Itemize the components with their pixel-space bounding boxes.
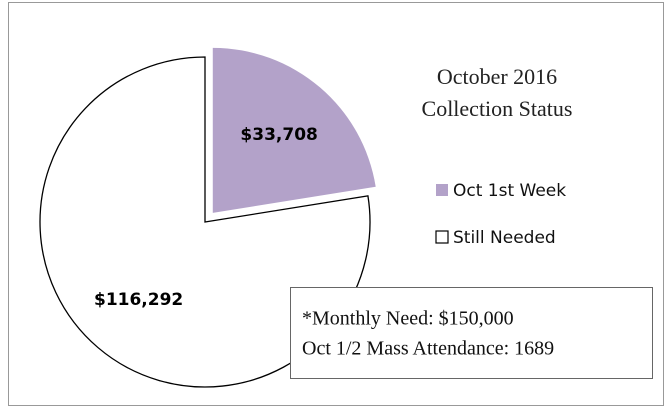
legend-label: Still Needed xyxy=(453,228,556,248)
annotation: Oct 1/2 Mass Attendance: 1689 xyxy=(302,338,554,360)
legend-swatch xyxy=(436,184,448,196)
chart-title: Collection Status xyxy=(422,96,573,121)
chart-title: October 2016 xyxy=(437,64,557,89)
legend-swatch xyxy=(435,230,449,244)
data-label: $116,292 xyxy=(94,290,183,310)
data-label: $33,708 xyxy=(240,125,317,145)
annotation-box xyxy=(290,287,653,379)
annotation: *Monthly Need: $150,000 xyxy=(302,308,514,330)
pie-slice xyxy=(212,47,376,213)
legend-label: Oct 1st Week xyxy=(453,181,566,201)
